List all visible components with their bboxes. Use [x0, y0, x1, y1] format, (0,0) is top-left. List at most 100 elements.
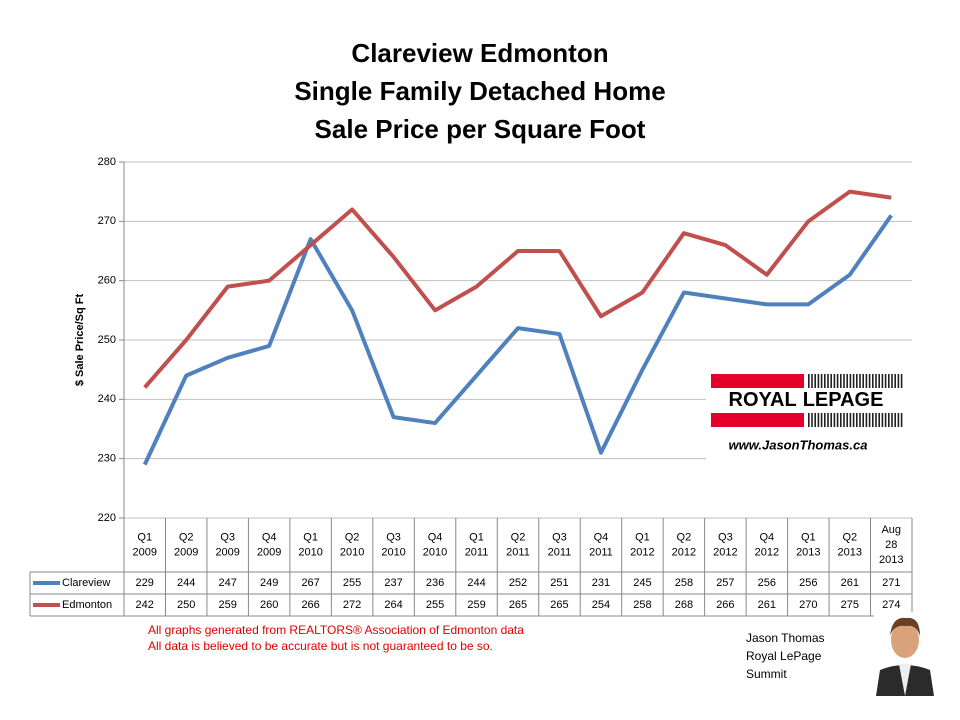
- logo-bar: [862, 413, 864, 427]
- logo-brand: ROYAL LEPAGE: [729, 389, 884, 411]
- table-value: 256: [758, 577, 776, 589]
- note: All graphs generated from REALTORS® Asso…: [148, 623, 524, 637]
- logo-bar: [833, 374, 836, 388]
- table-value: 244: [467, 577, 485, 589]
- logo-bar: [881, 413, 884, 427]
- table-value: 257: [716, 577, 734, 589]
- logo-bar: [900, 413, 903, 427]
- table-value: 259: [219, 599, 237, 611]
- logo-bar: [808, 374, 810, 388]
- table-value: 261: [758, 599, 776, 611]
- x-tick-label: Q1 2012: [630, 531, 654, 558]
- logo-bar: [875, 374, 877, 388]
- logo-bar: [836, 374, 839, 388]
- table-value: 275: [841, 599, 859, 611]
- logo-bar: [859, 413, 861, 427]
- y-tick-label: 220: [98, 512, 116, 524]
- logo-bar: [843, 413, 845, 427]
- logo-bar: [852, 413, 855, 427]
- table-value: 270: [799, 599, 817, 611]
- y-tick-label: 280: [98, 156, 116, 168]
- logo-bar: [849, 413, 852, 427]
- logo-bar: [830, 374, 832, 388]
- x-tick-label: Q2 2012: [672, 531, 696, 558]
- y-tick-label: 270: [98, 215, 116, 227]
- table-value: 266: [716, 599, 734, 611]
- table-value: 258: [633, 599, 651, 611]
- logo-bar: [865, 413, 868, 427]
- logo-bar: [827, 413, 829, 427]
- series-line: [143, 189, 892, 389]
- x-tick-label: Q4 2010: [423, 531, 447, 558]
- logo-bar: [840, 413, 842, 427]
- logo-bar: [888, 413, 890, 427]
- logo-bar: [833, 413, 836, 427]
- table-value: 274: [882, 599, 900, 611]
- x-tick-label: Aug 28 2013: [879, 524, 903, 566]
- logo-bar: [852, 374, 855, 388]
- face: [891, 622, 919, 658]
- note: All data is believed to be accurate but …: [148, 639, 493, 653]
- logo-bar: [840, 374, 842, 388]
- hair: [890, 617, 920, 636]
- logo-red: [711, 413, 804, 427]
- table-value: 247: [219, 577, 237, 589]
- table-value: 255: [426, 599, 444, 611]
- chart-title: Clareview Edmonton: [351, 38, 608, 68]
- y-tick-label: 230: [98, 453, 116, 465]
- y-axis-label: $ Sale Price/Sq Ft: [74, 294, 86, 387]
- logo-bar: [891, 413, 893, 427]
- logo-bar: [846, 413, 848, 427]
- logo-bar: [814, 374, 816, 388]
- logo-bar: [856, 413, 858, 427]
- x-tick-label: Q2 2011: [506, 531, 530, 558]
- logo-bar: [897, 374, 900, 388]
- notes: All graphs generated from REALTORS® Asso…: [148, 623, 524, 653]
- legend-label: Clareview: [62, 577, 110, 589]
- x-tick-label: Q3 2009: [215, 531, 239, 558]
- logo-bar: [820, 374, 823, 388]
- logo-bar: [865, 374, 868, 388]
- logo-bar: [878, 374, 880, 388]
- logo-bar: [875, 413, 877, 427]
- logo-bar: [859, 374, 861, 388]
- logo-bar: [868, 413, 871, 427]
- logo-bar: [817, 374, 820, 388]
- table-value: 255: [343, 577, 361, 589]
- logo-bar: [836, 413, 839, 427]
- table-value: 249: [260, 577, 278, 589]
- table-value: 236: [426, 577, 444, 589]
- table-value: 237: [384, 577, 402, 589]
- table-value: 267: [301, 577, 319, 589]
- x-tick-label: Q1 2013: [796, 531, 820, 558]
- logo-bar: [872, 413, 874, 427]
- logo: ROYAL LEPAGE www.JasonThomas.ca: [706, 368, 912, 462]
- logo-red: [711, 374, 804, 388]
- logo-brand-right: LEPAGE: [803, 389, 884, 411]
- x-tick-label: Q4 2009: [257, 531, 281, 558]
- table-value: 242: [136, 599, 154, 611]
- signature-line: Summit: [746, 667, 787, 681]
- table-value: 229: [136, 577, 154, 589]
- signature-line: Jason Thomas: [746, 631, 825, 645]
- x-tick-label: Q4 2011: [589, 531, 613, 558]
- table-value: 258: [675, 577, 693, 589]
- logo-bar: [811, 374, 813, 388]
- logo-bar: [894, 413, 896, 427]
- table-value: 250: [177, 599, 195, 611]
- legend-label: Edmonton: [62, 599, 112, 611]
- photo: [874, 612, 936, 696]
- table-value: 271: [882, 577, 900, 589]
- logo-bar: [878, 413, 880, 427]
- table-value: 266: [301, 599, 319, 611]
- logo-bar: [900, 374, 903, 388]
- y-tick-label: 260: [98, 275, 116, 287]
- table-value: 261: [841, 577, 859, 589]
- table-value: 260: [260, 599, 278, 611]
- table-value: 244: [177, 577, 195, 589]
- logo-bar: [897, 413, 900, 427]
- logo-bar: [811, 413, 813, 427]
- table-value: 251: [550, 577, 568, 589]
